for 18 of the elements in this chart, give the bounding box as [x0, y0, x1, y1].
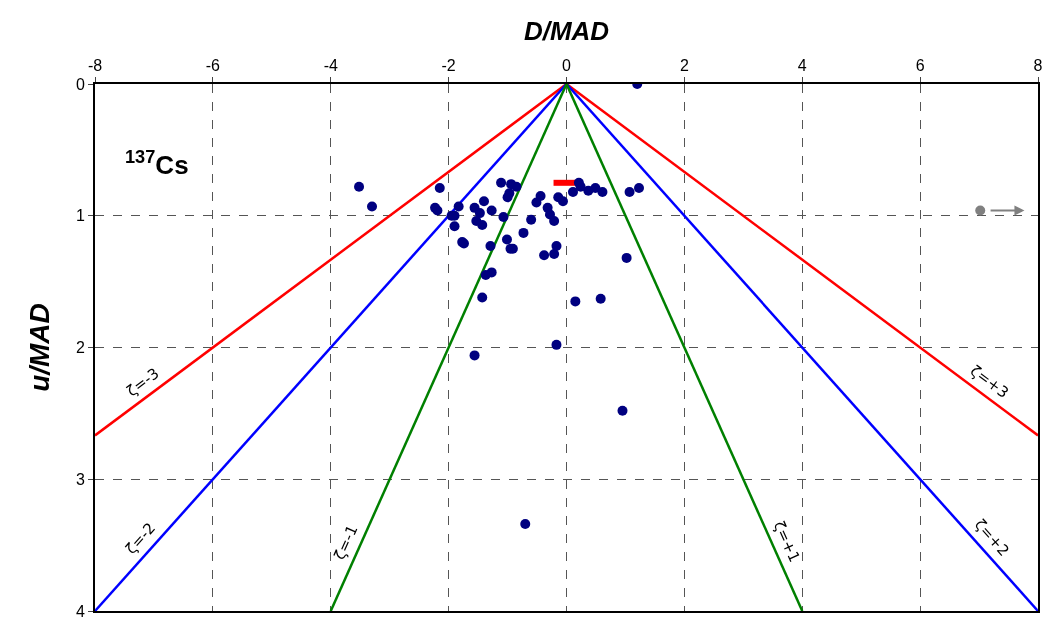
x-tick-label: -2: [441, 56, 456, 74]
y-tick-label: 1: [75, 207, 85, 225]
y-tick-label: 0: [75, 75, 85, 93]
x-axis-title: D/MAD: [523, 16, 610, 47]
y-tick-label: 3: [75, 470, 85, 488]
x-tick-label: 6: [915, 56, 925, 74]
y-axis-title: u/MAD: [24, 303, 56, 392]
x-tick-label: -6: [205, 56, 221, 74]
text: ζ=-1: [330, 522, 362, 563]
y-tick-label: 2: [75, 339, 85, 357]
x-tick-label: 0: [562, 56, 572, 74]
x-tick-label: -8: [87, 56, 103, 74]
x-tick-label: -4: [323, 56, 338, 74]
x-tick-label: 8: [1033, 56, 1043, 74]
annotation: $^{137}$Cs: [125, 147, 189, 180]
x-tick-label: 4: [797, 56, 807, 74]
y-tick-label: 4: [75, 602, 85, 620]
x-tick-label: 2: [679, 56, 689, 74]
